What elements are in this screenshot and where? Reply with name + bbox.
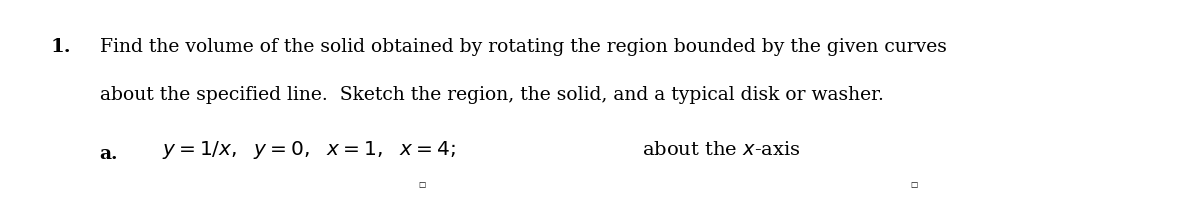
Text: $y = 1/x,\ \ y = 0,\ \ x = 1,\ \ x = 4;$: $y = 1/x,\ \ y = 0,\ \ x = 1,\ \ x = 4;$ xyxy=(162,139,456,161)
Text: a.: a. xyxy=(100,145,118,163)
Text: about the $x$-axis: about the $x$-axis xyxy=(642,141,800,159)
Text: 1.: 1. xyxy=(50,38,71,56)
Text: □: □ xyxy=(419,180,426,189)
Text: □: □ xyxy=(911,180,918,189)
Text: about the specified line.  Sketch the region, the solid, and a typical disk or w: about the specified line. Sketch the reg… xyxy=(100,85,883,104)
Text: Find the volume of the solid obtained by rotating the region bounded by the give: Find the volume of the solid obtained by… xyxy=(100,38,947,56)
